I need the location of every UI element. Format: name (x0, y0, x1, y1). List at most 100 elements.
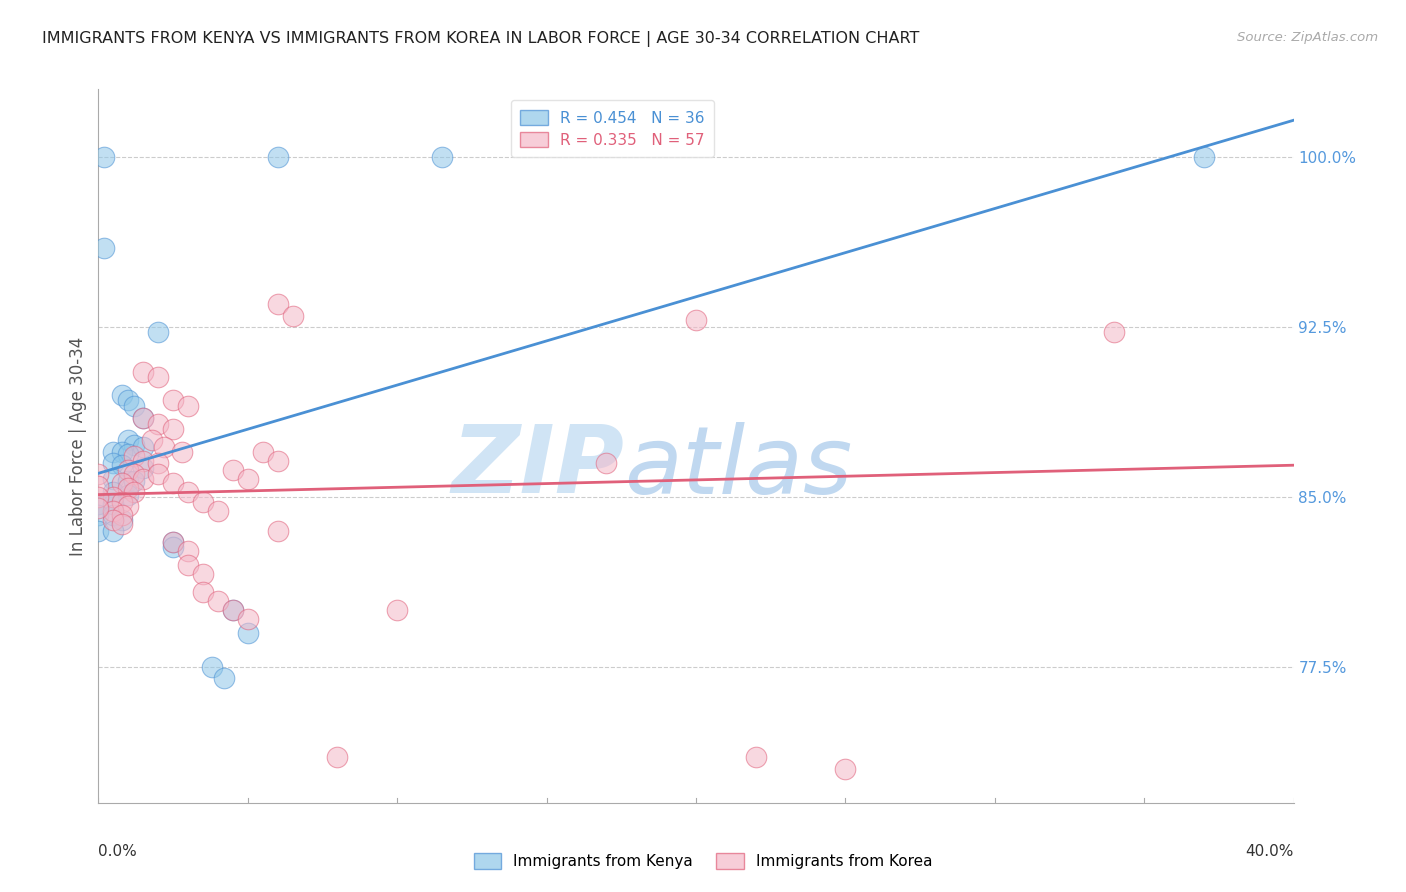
Point (172, 444, 194, 458)
Point (162, 422, 184, 436)
Point (1104, 325, 1126, 339)
Point (93, 150, 115, 164)
Y-axis label: In Labor Force | Age 30-34: In Labor Force | Age 30-34 (69, 336, 87, 556)
Point (132, 440, 155, 454)
Point (595, 456, 617, 470)
Point (117, 434, 139, 448)
Point (191, 585, 214, 599)
Point (132, 460, 155, 475)
Point (207, 503, 229, 517)
Point (132, 454, 155, 468)
Point (111, 444, 134, 458)
Text: IMMIGRANTS FROM KENYA VS IMMIGRANTS FROM KOREA IN LABOR FORCE | AGE 30-34 CORREL: IMMIGRANTS FROM KENYA VS IMMIGRANTS FROM… (42, 31, 920, 47)
Point (177, 400, 200, 414)
Point (124, 449, 146, 463)
Point (87, 467, 110, 482)
Point (148, 325, 170, 339)
Point (124, 438, 146, 452)
Point (267, 150, 290, 164)
Point (124, 467, 146, 482)
Point (191, 494, 214, 508)
Point (177, 558, 200, 572)
Point (117, 463, 139, 477)
Point (1192, 150, 1215, 164)
Point (236, 626, 259, 640)
Point (103, 456, 125, 470)
Point (162, 476, 184, 491)
Point (103, 503, 125, 517)
Point (117, 447, 139, 461)
Point (162, 535, 184, 549)
Point (117, 392, 139, 407)
Point (132, 365, 155, 379)
Point (124, 400, 146, 414)
Point (385, 603, 409, 617)
Point (124, 474, 146, 488)
Point (153, 440, 176, 454)
Point (141, 434, 163, 448)
Point (222, 463, 245, 477)
Point (162, 540, 184, 554)
Point (87, 501, 110, 516)
Legend: R = 0.454   N = 36, R = 0.335   N = 57: R = 0.454 N = 36, R = 0.335 N = 57 (510, 101, 714, 157)
Point (103, 513, 125, 527)
Point (93, 241, 115, 255)
Point (111, 513, 134, 527)
Point (177, 485, 200, 500)
Point (111, 388, 134, 402)
Point (103, 508, 125, 522)
Point (177, 544, 200, 558)
Point (87, 478, 110, 492)
Point (267, 524, 290, 538)
Point (685, 313, 707, 327)
Point (267, 454, 290, 468)
Point (745, 750, 768, 764)
Point (252, 444, 274, 458)
Point (162, 392, 184, 407)
Point (111, 508, 134, 522)
Point (103, 490, 125, 504)
Point (201, 660, 224, 674)
Text: 40.0%: 40.0% (1246, 844, 1294, 859)
Point (132, 410, 155, 425)
Point (834, 762, 856, 776)
Point (111, 476, 134, 491)
Point (132, 472, 155, 486)
Point (117, 488, 139, 502)
Point (87, 524, 110, 538)
Point (103, 497, 125, 511)
Point (87, 508, 110, 522)
Point (162, 535, 184, 549)
Point (222, 603, 245, 617)
Point (103, 485, 125, 500)
Legend: Immigrants from Kenya, Immigrants from Korea: Immigrants from Kenya, Immigrants from K… (468, 847, 938, 875)
Point (281, 309, 304, 323)
Point (87, 497, 110, 511)
Point (267, 297, 290, 311)
Point (148, 370, 170, 384)
Point (430, 150, 453, 164)
Point (111, 494, 134, 508)
Point (132, 410, 155, 425)
Point (207, 594, 229, 608)
Point (111, 517, 134, 532)
Text: Source: ZipAtlas.com: Source: ZipAtlas.com (1237, 31, 1378, 45)
Point (117, 474, 139, 488)
Point (124, 485, 146, 500)
Point (148, 456, 170, 470)
Text: 0.0%: 0.0% (98, 844, 138, 859)
Point (117, 481, 139, 495)
Point (87, 490, 110, 504)
Point (117, 499, 139, 513)
Point (103, 472, 125, 486)
Point (326, 750, 349, 764)
Point (191, 566, 214, 581)
Point (236, 472, 259, 486)
Text: atlas: atlas (624, 422, 852, 513)
Point (236, 612, 259, 626)
Point (148, 467, 170, 482)
Text: ZIP: ZIP (451, 421, 624, 514)
Point (148, 417, 170, 432)
Point (103, 524, 125, 538)
Point (212, 671, 235, 685)
